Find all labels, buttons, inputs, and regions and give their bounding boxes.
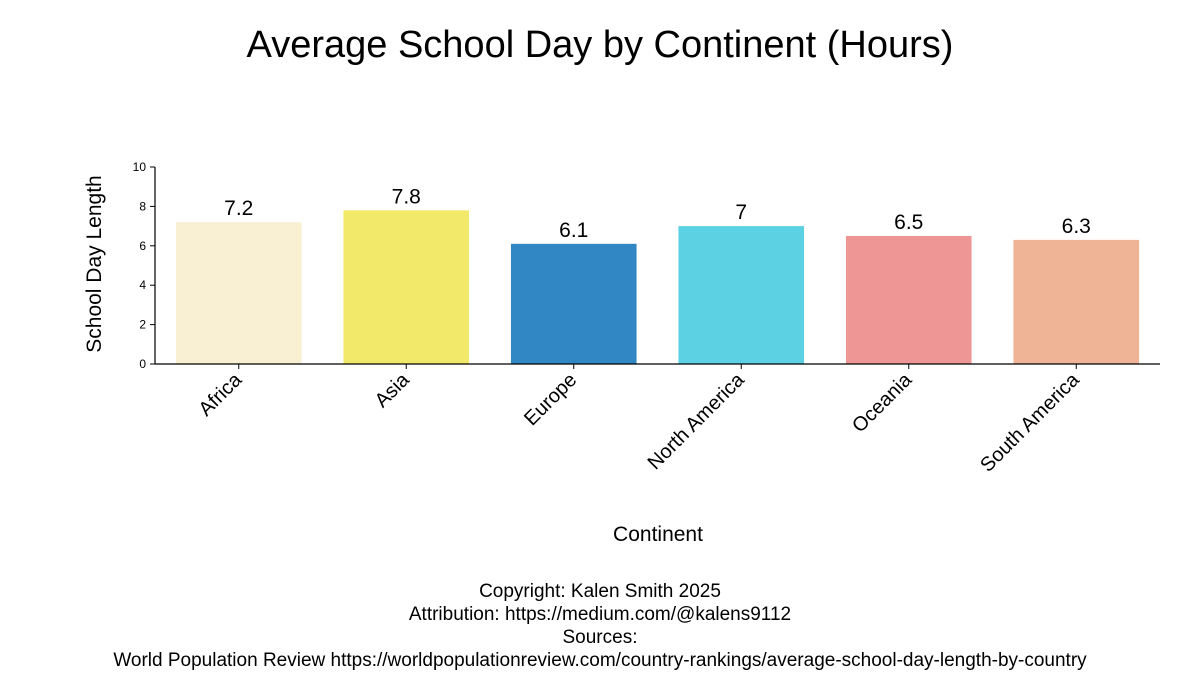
bar-value-label: 6.3: [1062, 215, 1091, 238]
x-axis-label: Continent: [613, 523, 703, 546]
x-tick-label: Africa: [195, 368, 247, 420]
y-tick-label: 6: [139, 239, 146, 253]
x-tick-label: Asia: [371, 368, 415, 412]
bar-value-label: 7.8: [392, 185, 421, 208]
footer: Copyright: Kalen Smith 2025 Attribution:…: [0, 580, 1200, 672]
y-tick-label: 2: [139, 318, 146, 332]
bar-value-label: 6.5: [894, 211, 923, 234]
attribution-text: Attribution: https://medium.com/@kalens9…: [408, 604, 792, 625]
bar: [175, 222, 302, 364]
bar: [1013, 239, 1140, 364]
y-tick-label: 4: [139, 278, 146, 292]
bar: [510, 243, 637, 364]
y-axis-label: School Day Length: [83, 175, 106, 352]
bar: [343, 210, 470, 364]
bar-value-label: 6.1: [559, 219, 588, 242]
bar-chart: Average School Day by Continent (Hours) …: [83, 24, 1160, 546]
x-tick-label: South America: [976, 368, 1084, 476]
bar: [678, 226, 805, 364]
y-tick-label: 8: [139, 199, 146, 213]
source-text: World Population Review https://worldpop…: [113, 650, 1087, 671]
plot-area: 7.2 7.8 6.1 7 6.5 6.3 0 2 4 6 8 10 Africa Asia Europe N…: [133, 160, 1160, 477]
y-tick-label: 10: [133, 160, 147, 174]
bar: [845, 235, 972, 364]
copyright-text: Copyright: Kalen Smith 2025: [479, 581, 721, 602]
x-tick-label: North America: [644, 368, 750, 474]
x-tick-label: Europe: [520, 369, 581, 430]
sources-label: Sources:: [562, 627, 638, 648]
x-tick-label: Oceania: [848, 368, 917, 437]
bar-value-label: 7: [735, 201, 747, 224]
y-tick-label: 0: [139, 357, 146, 371]
chart-title: Average School Day by Continent (Hours): [247, 24, 954, 66]
bar-value-label: 7.2: [224, 197, 253, 220]
